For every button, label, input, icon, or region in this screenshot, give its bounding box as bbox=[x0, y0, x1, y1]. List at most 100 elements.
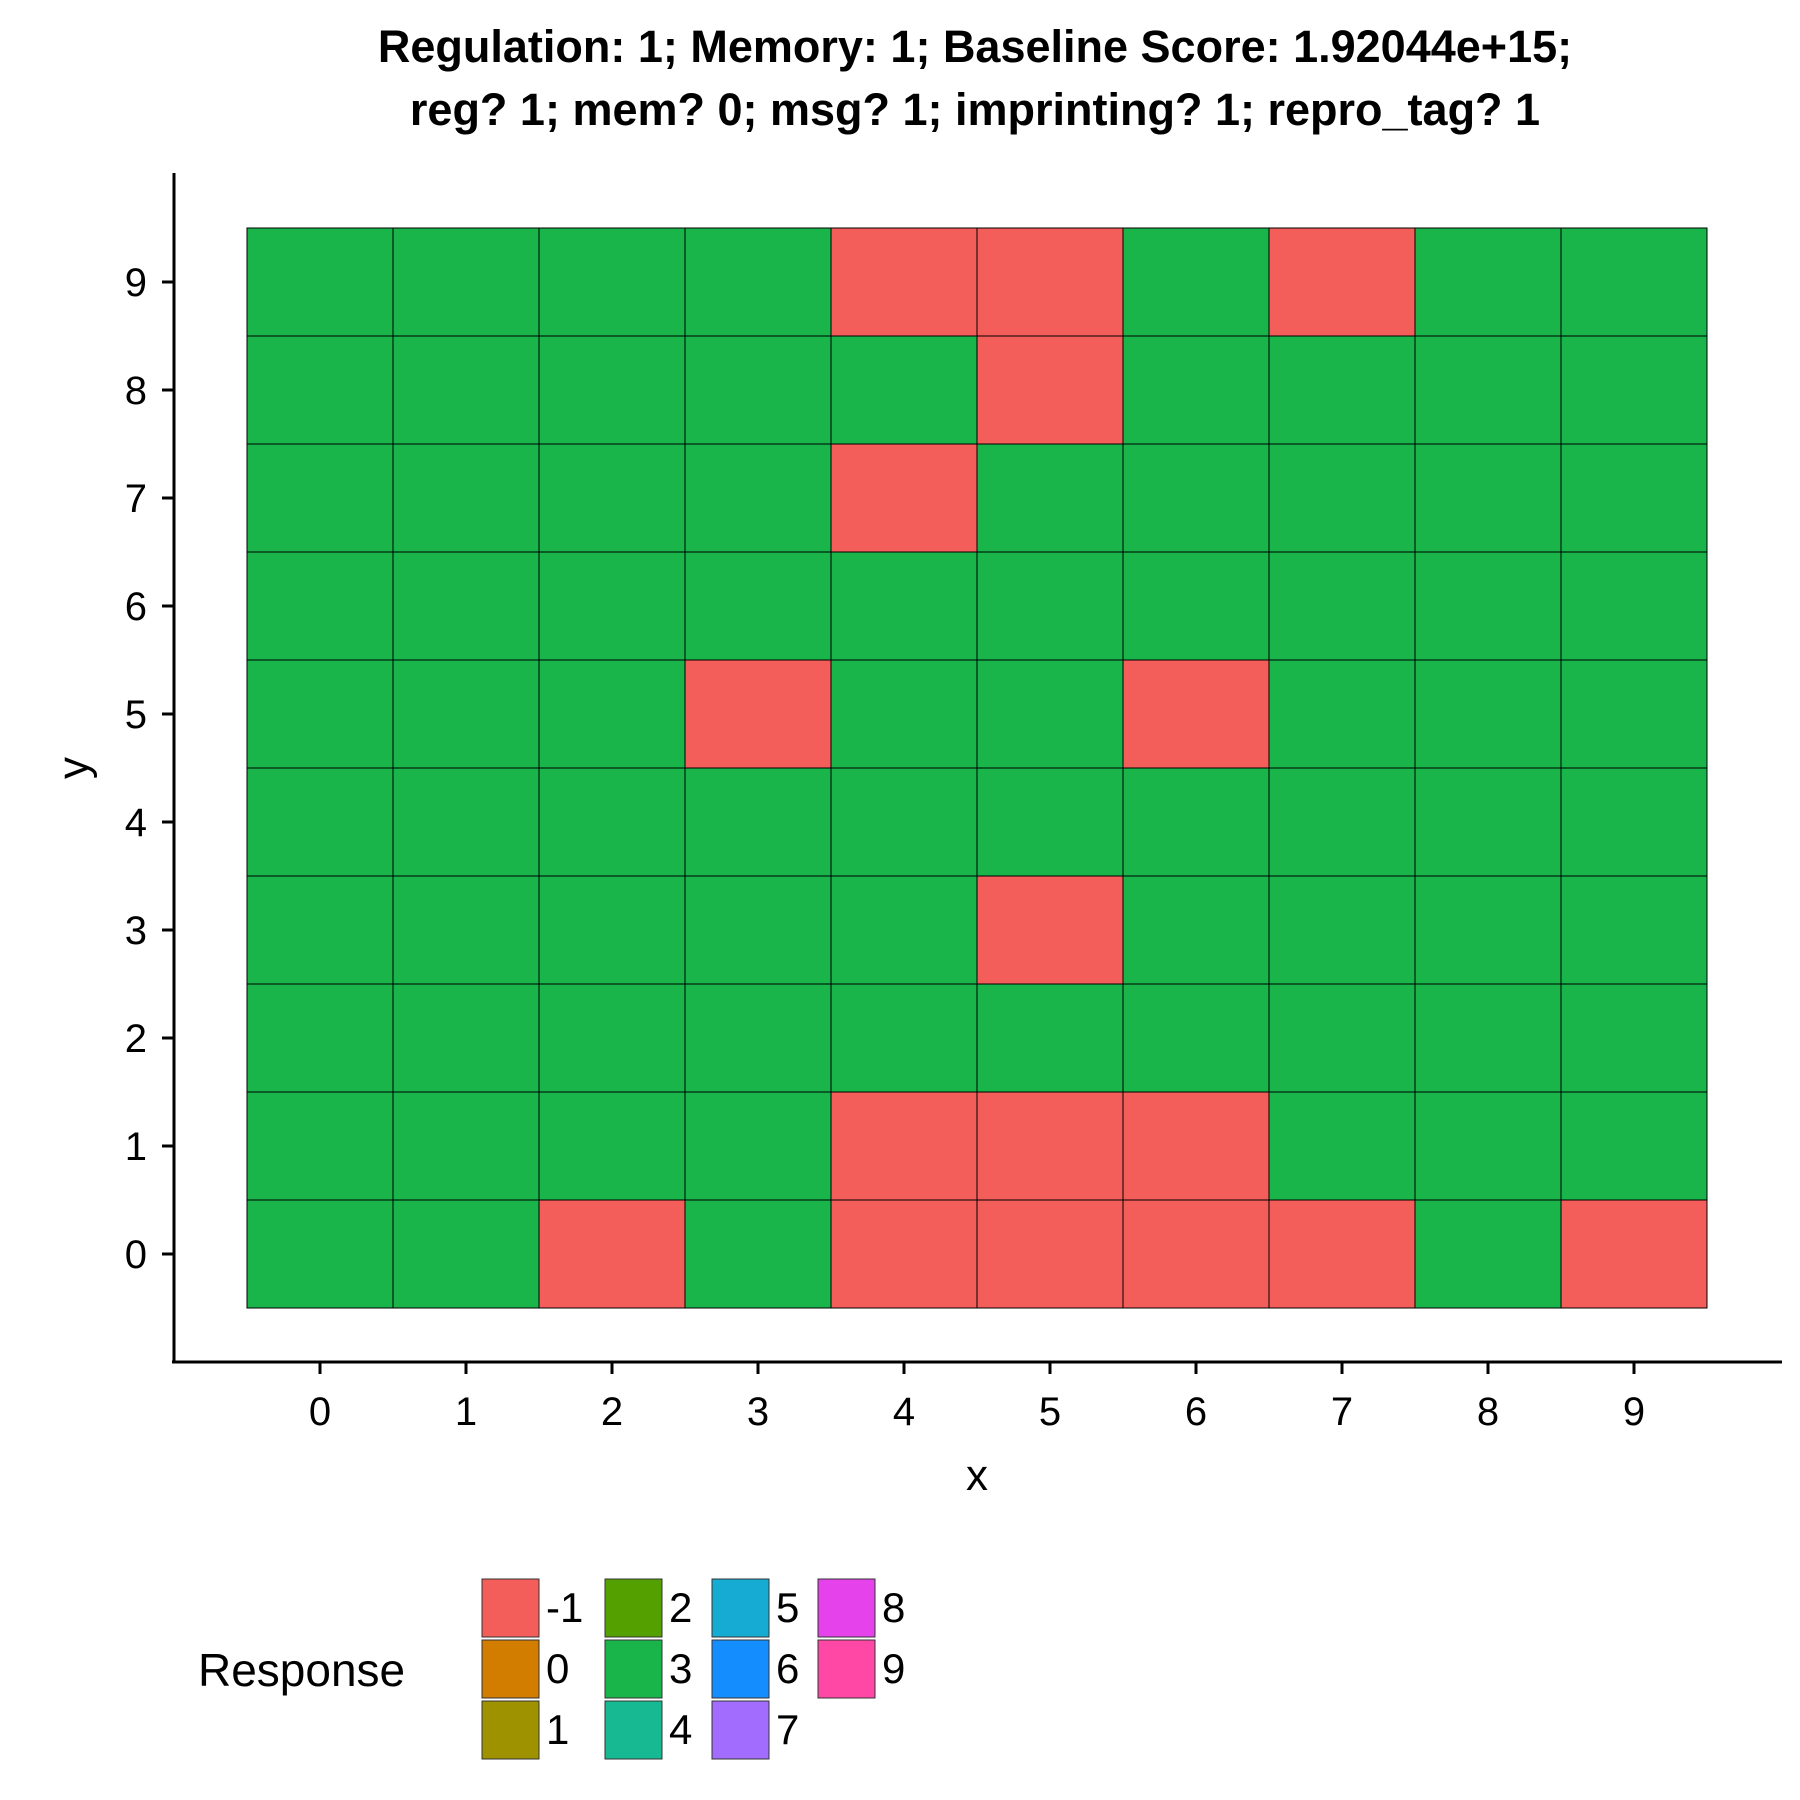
x-tick-label: 1 bbox=[455, 1390, 477, 1434]
heatmap-cell bbox=[1268, 875, 1416, 985]
heatmap-cell bbox=[976, 551, 1124, 661]
heatmap-cell bbox=[1268, 983, 1416, 1093]
heatmap-cell bbox=[830, 767, 978, 877]
heatmap-cell bbox=[392, 1091, 540, 1201]
heatmap-cell bbox=[1414, 443, 1562, 553]
heatmap-cell bbox=[830, 659, 978, 769]
heatmap-cell bbox=[684, 767, 832, 877]
heatmap-cell bbox=[830, 443, 978, 553]
legend-label: 6 bbox=[776, 1645, 799, 1692]
heatmap-cell bbox=[538, 875, 686, 985]
y-ticks: 0 1 2 3 4 5 6 7 8 9 bbox=[125, 261, 174, 1277]
legend-swatch bbox=[481, 1578, 540, 1638]
legend-label: 3 bbox=[669, 1645, 692, 1692]
legend-swatch bbox=[711, 1639, 770, 1699]
heatmap-cell bbox=[1268, 443, 1416, 553]
heatmap-cell bbox=[1560, 443, 1708, 553]
heatmap-cell bbox=[392, 551, 540, 661]
heatmap-cell bbox=[1414, 335, 1562, 445]
legend-label: -1 bbox=[546, 1584, 583, 1631]
heatmap-cell bbox=[684, 1199, 832, 1309]
heatmap-cell bbox=[1122, 1091, 1270, 1201]
heatmap-cell bbox=[538, 1199, 686, 1309]
heatmap-cell bbox=[830, 335, 978, 445]
y-tick-label: 8 bbox=[125, 369, 147, 413]
legend-swatch bbox=[481, 1639, 540, 1699]
heatmap-cell bbox=[246, 983, 394, 1093]
heatmap-cell bbox=[976, 1199, 1124, 1309]
heatmap-cell bbox=[830, 1091, 978, 1201]
heatmap-cell bbox=[246, 551, 394, 661]
heatmap-cell bbox=[830, 875, 978, 985]
x-tick-label: 3 bbox=[747, 1390, 769, 1434]
heatmap-cell bbox=[1560, 983, 1708, 1093]
heatmap-cell bbox=[976, 659, 1124, 769]
heatmap-cell bbox=[1122, 551, 1270, 661]
heatmap-cell bbox=[392, 983, 540, 1093]
heatmap-cell bbox=[1414, 875, 1562, 985]
x-ticks: 0 1 2 3 4 5 6 7 8 9 bbox=[309, 1362, 1645, 1434]
heatmap-cell bbox=[1122, 335, 1270, 445]
heatmap-cell bbox=[1414, 767, 1562, 877]
heatmap-cell bbox=[538, 335, 686, 445]
heatmap-cell bbox=[538, 551, 686, 661]
heatmap-cell bbox=[1122, 983, 1270, 1093]
y-tick-label: 5 bbox=[125, 693, 147, 737]
y-axis-label: y bbox=[49, 757, 98, 779]
legend-swatch bbox=[711, 1578, 770, 1638]
x-tick-label: 8 bbox=[1477, 1390, 1499, 1434]
heatmap-cell bbox=[976, 227, 1124, 337]
axes bbox=[172, 173, 1782, 1364]
heatmap-cell bbox=[1414, 1091, 1562, 1201]
x-tick-label: 2 bbox=[601, 1390, 623, 1434]
y-tick-label: 9 bbox=[125, 261, 147, 305]
legend-label: 7 bbox=[776, 1706, 799, 1753]
heatmap-cells bbox=[246, 227, 1708, 1309]
legend-label: 1 bbox=[546, 1706, 569, 1753]
heatmap-cell bbox=[246, 767, 394, 877]
y-tick-label: 2 bbox=[125, 1017, 147, 1061]
heatmap-cell bbox=[1560, 551, 1708, 661]
heatmap-cell bbox=[246, 659, 394, 769]
heatmap-cell bbox=[538, 983, 686, 1093]
heatmap-cell bbox=[1560, 335, 1708, 445]
heatmap-cell bbox=[684, 551, 832, 661]
heatmap-cell bbox=[1268, 659, 1416, 769]
y-tick-label: 6 bbox=[125, 585, 147, 629]
heatmap-cell bbox=[1122, 443, 1270, 553]
legend-label: 2 bbox=[669, 1584, 692, 1631]
heatmap-cell bbox=[976, 767, 1124, 877]
y-tick-label: 0 bbox=[125, 1233, 147, 1277]
heatmap-cell bbox=[246, 443, 394, 553]
legend: Response -1 0 1 2 3 4 5 6 7 8 9 bbox=[198, 1578, 905, 1760]
x-tick-label: 7 bbox=[1331, 1390, 1353, 1434]
heatmap-cell bbox=[1268, 767, 1416, 877]
legend-items: -1 0 1 2 3 4 5 6 7 8 9 bbox=[481, 1578, 905, 1760]
heatmap-cell bbox=[830, 983, 978, 1093]
heatmap-cell bbox=[392, 443, 540, 553]
heatmap-cell bbox=[246, 1199, 394, 1309]
legend-label: 5 bbox=[776, 1584, 799, 1631]
heatmap-cell bbox=[1560, 1091, 1708, 1201]
heatmap-cell bbox=[1122, 227, 1270, 337]
heatmap-cell bbox=[538, 1091, 686, 1201]
heatmap-cell bbox=[976, 983, 1124, 1093]
heatmap-cell bbox=[538, 767, 686, 877]
heatmap-cell bbox=[1268, 551, 1416, 661]
title-line-2: reg? 1; mem? 0; msg? 1; imprinting? 1; r… bbox=[410, 84, 1540, 135]
y-tick-label: 7 bbox=[125, 477, 147, 521]
heatmap-cell bbox=[976, 335, 1124, 445]
heatmap-cell bbox=[1560, 1199, 1708, 1309]
heatmap-cell bbox=[1560, 227, 1708, 337]
heatmap-cell bbox=[684, 875, 832, 985]
title-line-1: Regulation: 1; Memory: 1; Baseline Score… bbox=[378, 21, 1572, 72]
heatmap-cell bbox=[1414, 983, 1562, 1093]
heatmap-cell bbox=[830, 227, 978, 337]
heatmap-cell bbox=[392, 875, 540, 985]
legend-swatch bbox=[711, 1700, 770, 1760]
heatmap-cell bbox=[1560, 875, 1708, 985]
y-tick-label: 3 bbox=[125, 909, 147, 953]
heatmap-cell bbox=[246, 875, 394, 985]
heatmap-cell bbox=[1268, 1199, 1416, 1309]
